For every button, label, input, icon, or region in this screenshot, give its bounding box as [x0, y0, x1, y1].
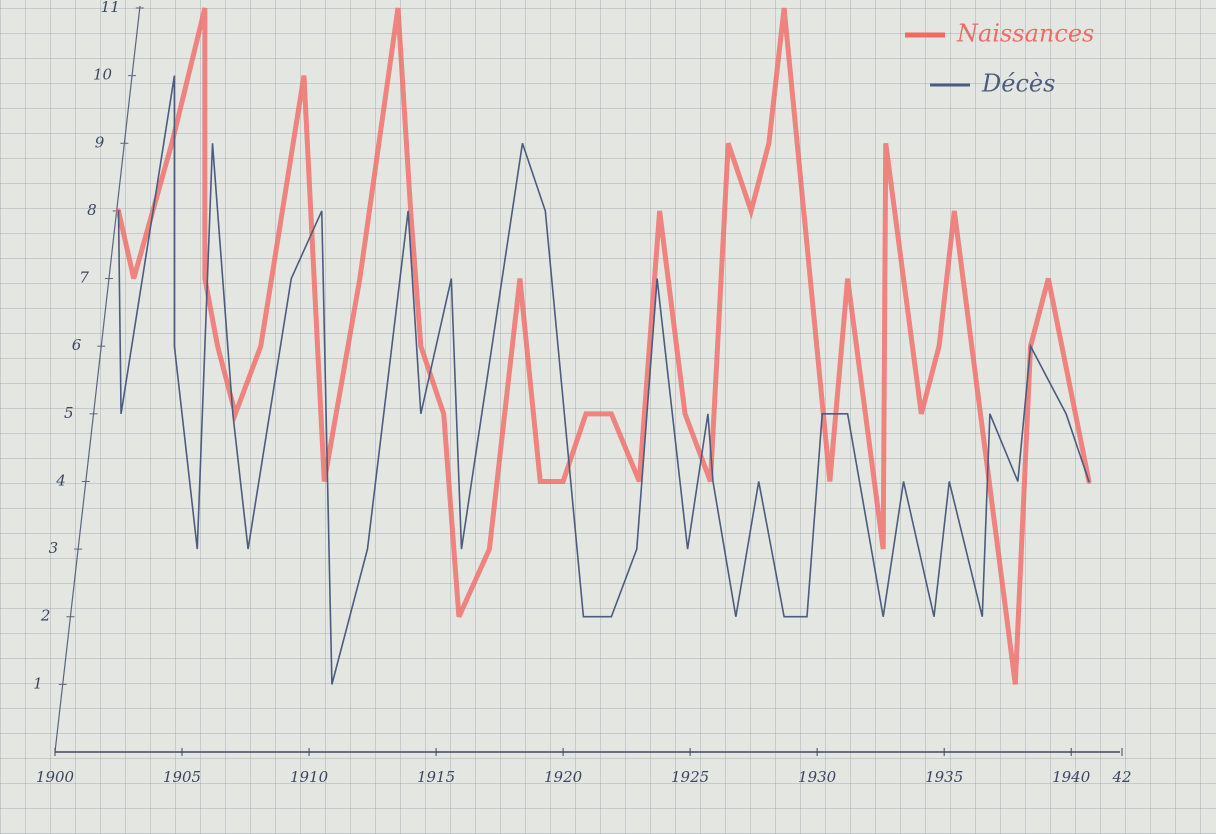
legend-label: Décès — [981, 70, 1055, 98]
x-tick-label: 1920 — [544, 768, 583, 786]
series-line — [117, 75, 1090, 685]
x-tick-label: 1910 — [290, 768, 329, 786]
x-tick-label: 1935 — [925, 768, 963, 786]
y-tick-label: 2 — [40, 607, 51, 625]
series-line — [116, 7, 1092, 685]
x-tick-label: 1915 — [417, 768, 455, 786]
y-tick-label: 8 — [87, 201, 97, 219]
x-tick-label: 1905 — [163, 768, 201, 786]
x-tick-label: 1940 — [1052, 768, 1091, 786]
y-tick-label: 3 — [49, 539, 59, 557]
x-tick-label: 1900 — [36, 768, 75, 786]
y-tick-label: 9 — [95, 133, 105, 151]
y-tick-label: 1 — [33, 674, 43, 692]
y-axis — [54, 5, 141, 753]
y-tick-label: 10 — [93, 66, 113, 84]
y-tick-label: 4 — [55, 471, 66, 489]
y-tick-label: 7 — [79, 269, 89, 287]
x-tick-label: 42 — [1111, 768, 1131, 786]
y-tick-label: 6 — [72, 336, 82, 354]
legend-label: Naissances — [956, 20, 1094, 48]
x-tick-label: 1925 — [671, 768, 709, 786]
x-tick-label: 1930 — [798, 768, 837, 786]
y-tick-label: 5 — [64, 404, 74, 422]
y-tick-label: 11 — [101, 0, 120, 16]
